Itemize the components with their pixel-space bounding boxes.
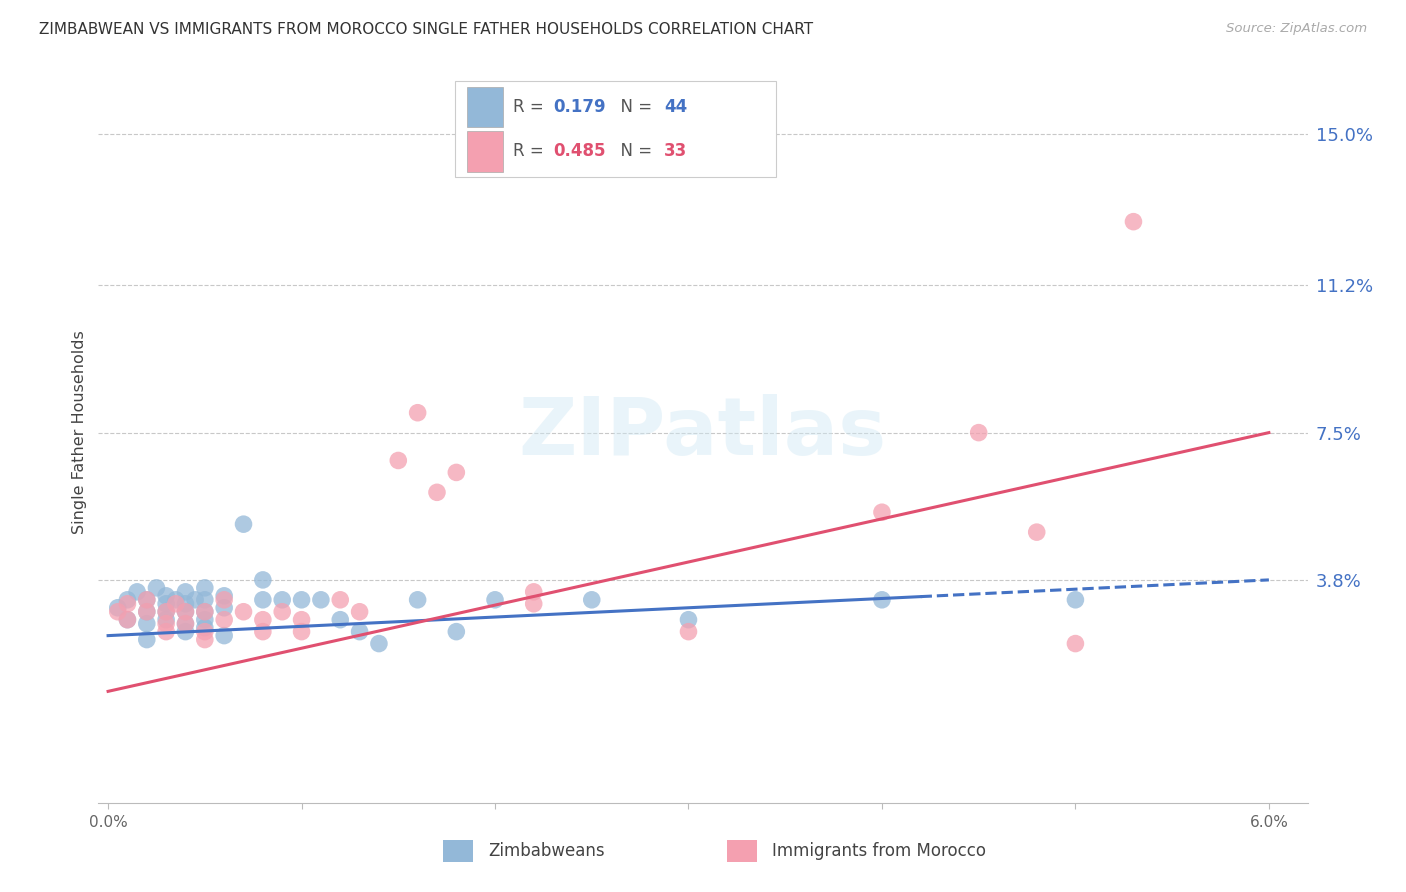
- Point: [309, 592, 332, 607]
- Point: [194, 624, 217, 639]
- Point: [155, 616, 177, 631]
- Point: [165, 597, 187, 611]
- Point: [252, 624, 274, 639]
- Point: [1064, 637, 1087, 651]
- Point: [290, 624, 312, 639]
- Point: [252, 592, 274, 607]
- Point: [212, 592, 235, 607]
- FancyBboxPatch shape: [456, 81, 776, 178]
- Point: [155, 597, 177, 611]
- FancyBboxPatch shape: [467, 131, 503, 171]
- Point: [194, 605, 217, 619]
- Text: 44: 44: [664, 98, 688, 116]
- Point: [174, 584, 197, 599]
- Point: [271, 605, 294, 619]
- Point: [174, 616, 197, 631]
- Point: [117, 597, 139, 611]
- Text: ZIPatlas: ZIPatlas: [519, 393, 887, 472]
- Point: [194, 613, 217, 627]
- Point: [155, 605, 177, 619]
- Point: [678, 624, 700, 639]
- Text: Zimbabweans: Zimbabweans: [488, 842, 605, 860]
- Point: [194, 621, 217, 635]
- Text: 33: 33: [664, 142, 688, 161]
- Text: 0.485: 0.485: [553, 142, 606, 161]
- Point: [155, 613, 177, 627]
- Point: [967, 425, 990, 440]
- Point: [329, 613, 352, 627]
- Text: Immigrants from Morocco: Immigrants from Morocco: [772, 842, 986, 860]
- Point: [135, 592, 157, 607]
- Point: [117, 592, 139, 607]
- Point: [117, 613, 139, 627]
- Point: [484, 592, 506, 607]
- Point: [145, 581, 167, 595]
- Point: [117, 613, 139, 627]
- Point: [184, 592, 207, 607]
- Point: [135, 632, 157, 647]
- Point: [1025, 525, 1047, 540]
- Point: [426, 485, 449, 500]
- Point: [135, 605, 157, 619]
- FancyBboxPatch shape: [467, 87, 503, 128]
- Text: R =: R =: [513, 142, 550, 161]
- Point: [581, 592, 603, 607]
- Point: [406, 592, 429, 607]
- Point: [174, 597, 197, 611]
- Point: [212, 589, 235, 603]
- Point: [523, 584, 546, 599]
- Point: [271, 592, 294, 607]
- Point: [194, 605, 217, 619]
- Point: [174, 624, 197, 639]
- Point: [523, 597, 546, 611]
- Point: [387, 453, 409, 467]
- Point: [135, 616, 157, 631]
- Point: [107, 600, 129, 615]
- Point: [349, 605, 371, 619]
- Point: [127, 584, 149, 599]
- Point: [212, 600, 235, 615]
- Text: N =: N =: [610, 142, 657, 161]
- Y-axis label: Single Father Households: Single Father Households: [72, 331, 87, 534]
- Point: [406, 406, 429, 420]
- Point: [329, 592, 352, 607]
- Point: [174, 605, 197, 619]
- Point: [232, 517, 254, 532]
- Point: [194, 581, 217, 595]
- Point: [232, 605, 254, 619]
- Point: [212, 613, 235, 627]
- FancyBboxPatch shape: [727, 840, 758, 862]
- Point: [870, 592, 893, 607]
- Point: [290, 613, 312, 627]
- Point: [1122, 214, 1144, 228]
- Point: [349, 624, 371, 639]
- Point: [155, 624, 177, 639]
- Point: [252, 573, 274, 587]
- Point: [107, 605, 129, 619]
- Point: [155, 605, 177, 619]
- FancyBboxPatch shape: [443, 840, 474, 862]
- Point: [194, 592, 217, 607]
- Text: Source: ZipAtlas.com: Source: ZipAtlas.com: [1226, 22, 1367, 36]
- Text: R =: R =: [513, 98, 550, 116]
- Point: [165, 592, 187, 607]
- Point: [252, 613, 274, 627]
- Point: [174, 616, 197, 631]
- Point: [368, 637, 391, 651]
- Point: [174, 605, 197, 619]
- Point: [446, 466, 468, 480]
- Point: [212, 629, 235, 643]
- Text: ZIMBABWEAN VS IMMIGRANTS FROM MOROCCO SINGLE FATHER HOUSEHOLDS CORRELATION CHART: ZIMBABWEAN VS IMMIGRANTS FROM MOROCCO SI…: [39, 22, 814, 37]
- Point: [1064, 592, 1087, 607]
- Point: [678, 613, 700, 627]
- Point: [870, 505, 893, 519]
- Point: [135, 592, 157, 607]
- Point: [135, 605, 157, 619]
- Point: [290, 592, 312, 607]
- Text: N =: N =: [610, 98, 657, 116]
- Text: 0.179: 0.179: [553, 98, 606, 116]
- Point: [155, 589, 177, 603]
- Point: [446, 624, 468, 639]
- Point: [194, 632, 217, 647]
